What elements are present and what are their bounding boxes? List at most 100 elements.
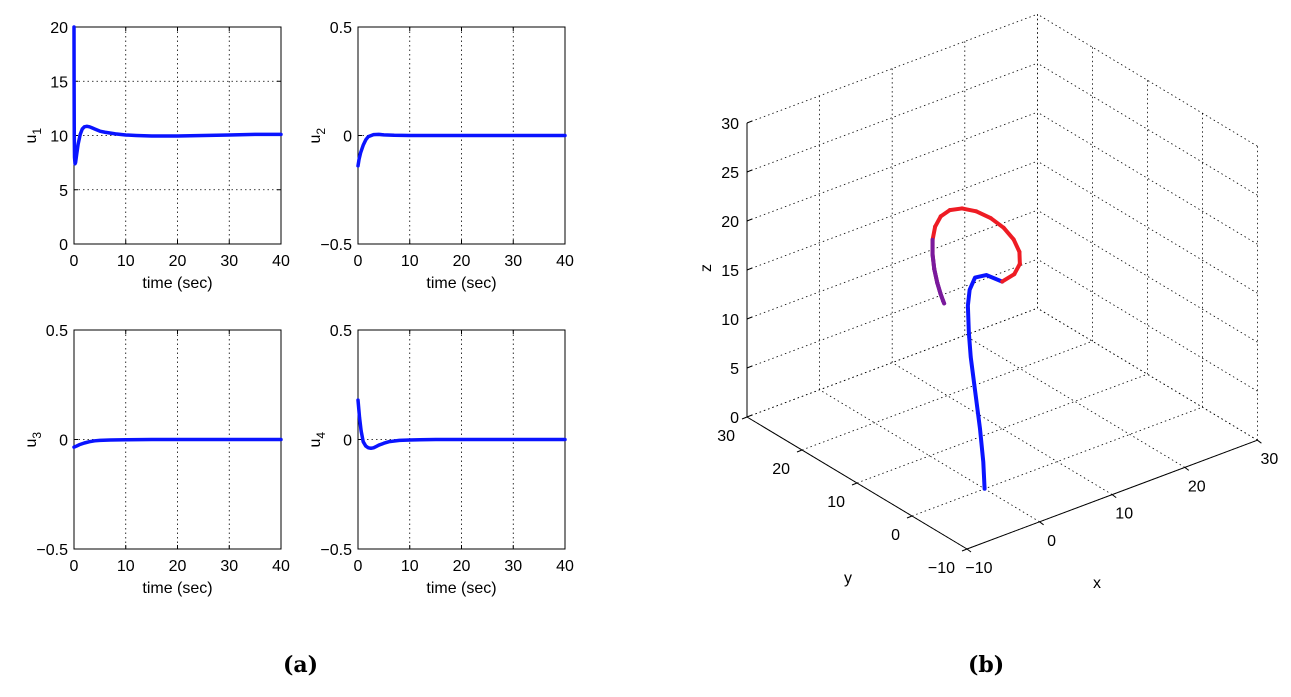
caption-b: (b)	[968, 652, 1005, 678]
y-tick	[741, 416, 748, 420]
y-tick-label: −0.5	[320, 237, 352, 254]
x-axis-label: time (sec)	[142, 580, 212, 597]
y-tick-label: 0.5	[46, 323, 68, 340]
z-tick-label: 5	[730, 361, 739, 378]
trajectory-loop-segment	[1001, 225, 1016, 242]
y-axis-label: u3	[23, 432, 44, 448]
x-axis-label: x	[1093, 575, 1101, 592]
floor-grid-line	[801, 340, 1093, 451]
x-tick-label: 10	[401, 253, 419, 270]
x-axis-label: time (sec)	[426, 580, 496, 597]
x-tick-label: 20	[453, 558, 471, 575]
z-tick-label: 15	[721, 263, 739, 280]
y-tick	[851, 482, 858, 486]
z-tick	[746, 218, 753, 222]
z-tick-label: 25	[721, 165, 739, 182]
trajectory-blue	[965, 273, 1005, 491]
x-tick-label: 30	[220, 558, 238, 575]
y-tick-label: 0.5	[330, 323, 352, 340]
trajectory-loop-segment	[959, 206, 979, 214]
wall-grid-line	[1037, 160, 1258, 294]
z-tick	[746, 169, 753, 173]
y-tick-label: −10	[928, 560, 955, 577]
series-line	[72, 25, 283, 166]
y-tick-label: 20	[50, 20, 68, 37]
y-tick	[961, 548, 968, 552]
x-tick-label: 10	[1115, 506, 1133, 523]
floor-grid-line	[891, 362, 1113, 495]
wall-grid-line	[746, 258, 1038, 369]
x-tick-label: 0	[1047, 533, 1056, 550]
z-tick	[746, 365, 753, 369]
z-axis-label: z	[698, 264, 715, 272]
z-tick	[746, 267, 753, 271]
z-tick	[746, 316, 753, 320]
trajectory-loop-segment	[974, 209, 993, 221]
x-tick-label: 0	[354, 253, 363, 270]
floor-grid-line	[964, 335, 1186, 468]
y-axis-label: u1	[23, 128, 44, 144]
y-tick-label: 0	[343, 129, 352, 146]
x-tick-label: 40	[556, 253, 574, 270]
x-tick	[1111, 494, 1117, 499]
y-axis-label-subscript: 1	[30, 128, 44, 135]
z-tick	[746, 414, 753, 418]
x-tick	[1039, 521, 1044, 526]
floor-grid-line	[856, 373, 1148, 484]
y-tick-label: 30	[717, 428, 735, 445]
x-tick-label: 0	[70, 253, 79, 270]
y-tick	[906, 515, 913, 519]
x-tick-label: 20	[1188, 478, 1206, 495]
x-tick-label: −10	[965, 560, 992, 577]
y-tick-label: 15	[50, 74, 68, 91]
x-tick-label: 30	[1261, 451, 1279, 468]
y-axis-label: u4	[307, 432, 328, 448]
z-tick-label: 20	[721, 214, 739, 231]
y-axis-label: u2	[307, 128, 328, 144]
wall-grid-line	[746, 62, 1038, 173]
x-tick-label: 20	[453, 253, 471, 270]
x-tick-label: 30	[220, 253, 238, 270]
wall-grid-line	[746, 13, 1038, 124]
x-tick-label: 30	[504, 253, 522, 270]
y-tick-label: 0.5	[330, 20, 352, 37]
series-line	[72, 437, 283, 449]
x-tick-label: 30	[504, 558, 522, 575]
x-tick-label: 0	[70, 558, 79, 575]
x-tick	[1184, 466, 1190, 471]
series-line	[356, 132, 567, 168]
y-tick-label: 0	[59, 237, 68, 254]
y-tick	[796, 449, 803, 453]
z-tick-label: 10	[721, 312, 739, 329]
x-tick	[1257, 439, 1262, 444]
caption-a: (a)	[283, 652, 319, 678]
x-tick-label: 40	[556, 558, 574, 575]
y-tick-label: 10	[50, 129, 68, 146]
x-axis-label: time (sec)	[426, 275, 496, 292]
trajectory-loop-segment	[930, 224, 938, 242]
trajectory-loop-segment	[988, 216, 1006, 230]
y-tick-label: −0.5	[320, 542, 352, 559]
z-tick	[746, 120, 753, 124]
x-tick-label: 10	[401, 558, 419, 575]
y-tick-label: 0	[891, 527, 900, 544]
y-tick-label: 0	[59, 433, 68, 450]
x-tick	[966, 548, 972, 553]
x-axis-label: time (sec)	[142, 275, 212, 292]
y-axis-label-subscript: 4	[314, 432, 328, 439]
z-tick-label: 30	[721, 116, 739, 133]
series-line	[356, 398, 567, 451]
x-tick-label: 10	[117, 558, 135, 575]
y-tick-label: 5	[59, 183, 68, 200]
x-tick-label: 20	[169, 558, 187, 575]
trajectory-loop-segment	[947, 206, 964, 213]
y-axis-label-subscript: 2	[314, 128, 328, 135]
x-tick-label: 40	[272, 253, 290, 270]
trajectory-loop-segment	[932, 267, 940, 285]
x-tick-label: 20	[169, 253, 187, 270]
y-axis-label: y	[844, 570, 852, 587]
